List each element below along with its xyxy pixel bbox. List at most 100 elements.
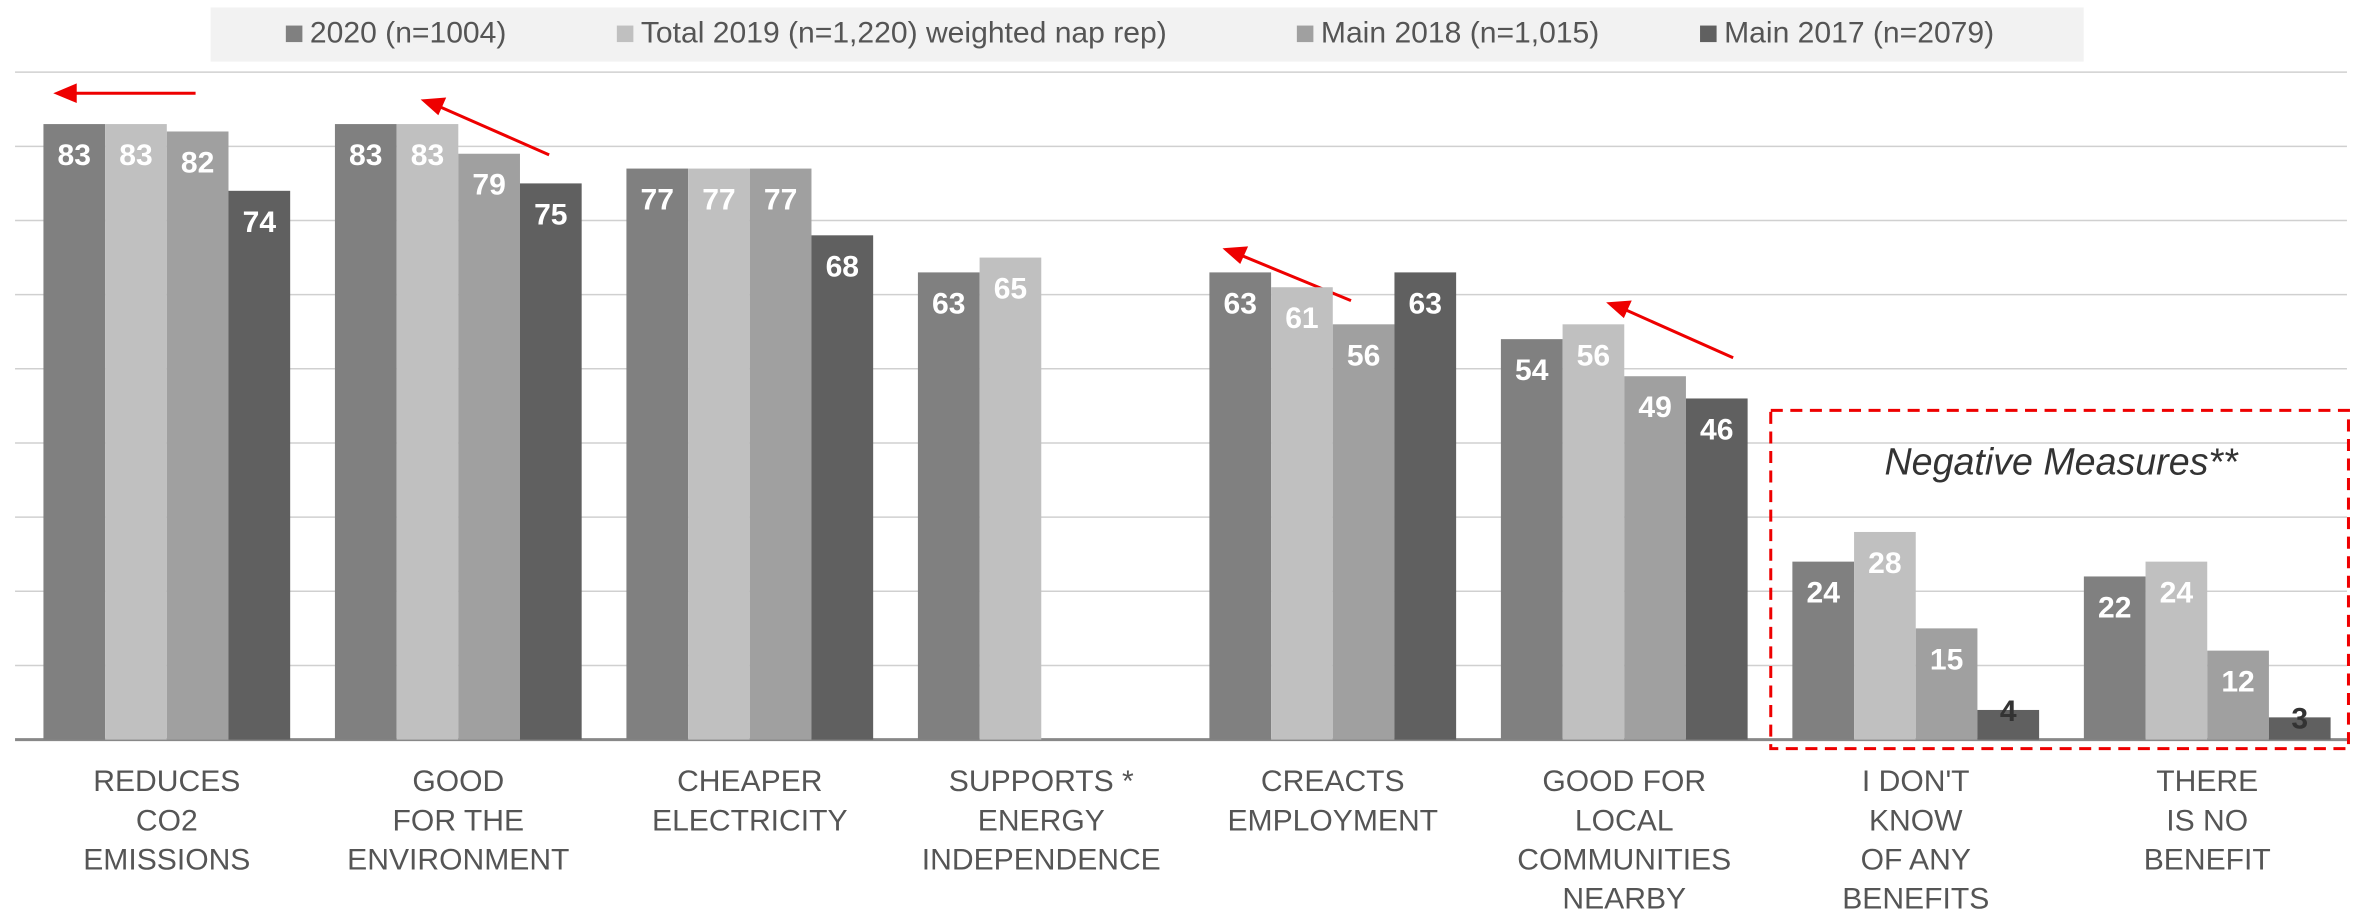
value-label: 22 <box>2098 591 2131 624</box>
x-tick-line: NEARBY <box>1562 882 1686 914</box>
value-label: 15 <box>1930 643 1963 676</box>
bar <box>1915 628 1978 740</box>
bar <box>1271 287 1333 740</box>
value-label: 74 <box>243 206 277 239</box>
bar <box>1209 272 1272 740</box>
value-label: 4 <box>2000 695 2017 728</box>
value-label: 54 <box>1515 354 1549 387</box>
x-tick-label: GOOD FOR LOCAL COMMUNITIES NEARBY <box>1517 765 1731 914</box>
bar <box>1332 324 1395 740</box>
negative-box <box>1769 408 2350 751</box>
x-tick-line: CREACTS <box>1261 765 1405 798</box>
x-tick-label: THERE IS NO BENEFIT <box>2144 765 2271 876</box>
x-tick-line: ENERGY <box>978 804 1105 837</box>
bar <box>2083 576 2146 740</box>
x-tick-line: INDEPENDENCE <box>922 843 1161 876</box>
x-tick-line: I DON'T <box>1862 765 1970 798</box>
x-tick-line: CO2 <box>136 804 198 837</box>
legend-swatch <box>616 25 634 43</box>
value-label: 63 <box>932 287 965 320</box>
legend-box <box>210 7 2084 62</box>
bar <box>228 190 291 740</box>
value-label: 79 <box>472 169 505 202</box>
x-tick-line: FOR THE <box>393 804 524 837</box>
x-tick-label: SUPPORTS * ENERGY INDEPENDENCE <box>922 765 1161 876</box>
bar <box>1792 561 1855 740</box>
legend-label: 2020 (n=1004) <box>310 17 506 50</box>
bar <box>979 257 1042 740</box>
x-tick-line: BENEFIT <box>2144 843 2271 876</box>
x-tick-line: REDUCES <box>93 765 240 798</box>
bar <box>1624 376 1686 740</box>
value-label: 46 <box>1700 413 1733 446</box>
value-label: 63 <box>1409 287 1442 320</box>
value-label: 24 <box>2160 577 2194 610</box>
x-tick-line: LOCAL <box>1575 804 1674 837</box>
x-tick-line: KNOW <box>1869 804 1963 837</box>
x-tick-label: I DON'T KNOW OF ANY BENEFITS <box>1842 765 1989 914</box>
value-label: 68 <box>826 250 859 283</box>
value-label: 83 <box>58 139 91 172</box>
legend-label: Main 2017 (n=2079) <box>1724 17 1994 50</box>
bar <box>1977 709 2040 740</box>
x-tick-label: CREACTS EMPLOYMENT <box>1227 765 1438 837</box>
x-tick-line: ELECTRICITY <box>652 804 848 837</box>
x-tick-label: CHEAPER ELECTRICITY <box>652 765 848 837</box>
legend-swatch <box>285 25 303 43</box>
value-label: 77 <box>764 184 797 217</box>
x-tick-line: BENEFITS <box>1842 882 1989 914</box>
x-tick-line: THERE <box>2156 765 2258 798</box>
bar <box>1685 398 1748 740</box>
bar <box>2207 650 2269 740</box>
value-label: 49 <box>1638 391 1671 424</box>
bar <box>626 168 689 740</box>
bar <box>1562 324 1625 740</box>
bar <box>2268 717 2331 740</box>
value-label: 77 <box>641 184 674 217</box>
bar <box>43 124 106 740</box>
legend-swatch <box>1296 25 1314 43</box>
value-label: 77 <box>702 184 735 217</box>
annotation: Negative Measures** <box>1885 440 2240 482</box>
x-tick-line: EMISSIONS <box>83 843 250 876</box>
bar <box>1854 531 1916 740</box>
value-label: 82 <box>181 147 214 180</box>
bar <box>688 168 750 740</box>
bar <box>458 153 520 740</box>
bar <box>334 124 397 740</box>
x-tick-line: OF ANY <box>1861 843 1971 876</box>
bar <box>749 168 812 740</box>
bar <box>166 131 229 740</box>
x-tick-label: GOOD FOR THE ENVIRONMENT <box>347 765 569 876</box>
legend-swatch <box>1700 25 1717 43</box>
bar <box>105 124 167 740</box>
x-tick-label: REDUCES CO2 EMISSIONS <box>83 765 250 876</box>
value-label: 12 <box>2221 666 2254 699</box>
bar <box>811 235 874 740</box>
bar <box>917 272 980 740</box>
value-label: 83 <box>411 139 444 172</box>
value-label: 3 <box>2291 702 2308 735</box>
value-label: 83 <box>349 139 382 172</box>
legend-label: Main 2018 (n=1,015) <box>1321 17 1599 50</box>
value-label: 56 <box>1577 339 1610 372</box>
x-tick-line: IS NO <box>2166 804 2248 837</box>
x-tick-line: CHEAPER <box>677 765 822 798</box>
x-tick-line: ENVIRONMENT <box>347 843 569 876</box>
bar <box>1500 339 1563 740</box>
value-label: 28 <box>1868 547 1901 580</box>
value-label: 61 <box>1285 302 1318 335</box>
value-label: 83 <box>119 139 152 172</box>
value-label: 63 <box>1224 287 1257 320</box>
bar <box>1394 272 1457 740</box>
x-tick-line: GOOD FOR <box>1542 765 1706 798</box>
arrows <box>53 83 1734 360</box>
bar <box>519 183 582 740</box>
bar <box>2145 561 2208 740</box>
x-tick-line: GOOD <box>412 765 504 798</box>
x-tick-line: SUPPORTS * <box>949 765 1134 798</box>
value-label: 65 <box>994 273 1027 306</box>
bar <box>396 124 459 740</box>
x-tick-line: COMMUNITIES <box>1517 843 1731 876</box>
